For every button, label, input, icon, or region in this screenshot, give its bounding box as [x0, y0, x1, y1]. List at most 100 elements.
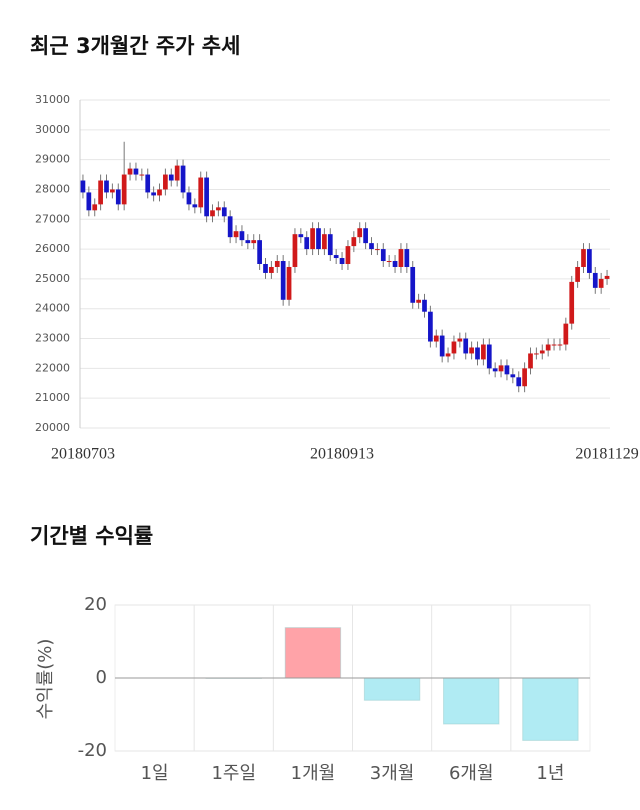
candle-body: [545, 344, 551, 351]
candle-body: [80, 180, 86, 193]
y-tick-label: 28000: [35, 182, 70, 195]
candle-body: [380, 249, 386, 262]
candle-body: [534, 353, 539, 355]
candle-body: [168, 174, 174, 181]
candle-body: [92, 204, 98, 211]
y-tick-label: 26000: [35, 242, 70, 255]
y-tick-label: 31000: [35, 93, 70, 106]
candle-body: [475, 347, 480, 360]
candle-body: [98, 180, 103, 205]
candle-body: [157, 189, 162, 196]
candle-body: [428, 311, 433, 342]
y-tick-label: 20: [84, 594, 107, 615]
candle-body: [563, 323, 569, 345]
bar: [284, 627, 342, 679]
candle-body: [481, 344, 486, 360]
y-tick-label: 24000: [35, 302, 70, 315]
x-tick-label: 20180913: [310, 446, 374, 463]
candle-body: [127, 168, 133, 175]
candle-body: [598, 278, 604, 288]
candle-body: [221, 207, 227, 217]
candle-body: [486, 344, 492, 369]
candle-body: [551, 344, 557, 346]
candle-body: [445, 353, 451, 357]
candle-body: [404, 249, 410, 267]
candle-body: [239, 231, 245, 241]
candle-body: [110, 189, 115, 193]
candle-body: [86, 192, 92, 211]
candle-body: [263, 264, 268, 273]
candle-body: [151, 192, 156, 196]
chart-title: 기간별 수익률: [30, 524, 153, 548]
candle-body: [198, 177, 204, 208]
candle-body: [433, 335, 439, 342]
candle-body: [227, 216, 233, 238]
y-axis-label: 수익률(%): [35, 639, 56, 720]
candle-body: [469, 347, 474, 354]
candle-body: [398, 249, 404, 267]
candle-body: [251, 240, 257, 244]
bar: [363, 677, 421, 701]
candle-body: [504, 365, 510, 375]
candle-body: [174, 165, 180, 181]
candle-body: [351, 237, 357, 247]
candle-body: [133, 168, 139, 175]
candle-body: [357, 228, 363, 238]
candle-body: [463, 338, 469, 354]
y-tick-label: 23000: [35, 332, 70, 345]
candle-body: [581, 249, 586, 267]
candle-body: [145, 174, 151, 193]
x-tick-label: 1일: [141, 763, 169, 784]
x-tick-label: 1개월: [291, 763, 336, 784]
candle-body: [192, 204, 198, 208]
candle-body: [392, 261, 398, 267]
x-tick-label: 20180703: [51, 446, 115, 463]
candle-body: [498, 365, 504, 372]
candle-body: [587, 249, 592, 273]
candle-body: [569, 281, 575, 324]
candle-body: [528, 353, 533, 369]
candle-body: [104, 180, 109, 193]
candle-body: [280, 261, 286, 300]
candle-body: [204, 177, 209, 217]
candle-body: [557, 344, 563, 346]
candle-body: [286, 266, 292, 300]
candle-body: [216, 207, 221, 211]
x-tick-label: 3개월: [370, 763, 415, 784]
candle-body: [439, 335, 445, 357]
y-tick-label: 25000: [35, 272, 70, 285]
candle-body: [604, 275, 610, 279]
candle-body: [292, 234, 298, 267]
candle-body: [139, 174, 145, 176]
candle-body: [310, 228, 315, 250]
candle-body: [422, 299, 427, 312]
candle-body: [274, 261, 280, 267]
y-tick-label: 29000: [35, 153, 70, 166]
candle-body: [186, 192, 192, 205]
candle-body: [245, 240, 251, 244]
y-tick-label: 21000: [35, 391, 70, 404]
y-tick-label: 20000: [35, 421, 70, 434]
candle-body: [575, 266, 580, 282]
candle-body: [298, 234, 304, 238]
candle-body: [327, 234, 333, 256]
candle-body: [516, 377, 522, 387]
candle-body: [375, 249, 380, 251]
candle-body: [592, 272, 598, 288]
x-tick-label: 1주일: [211, 763, 256, 784]
bar: [443, 677, 500, 725]
x-tick-label: 6개월: [449, 763, 494, 784]
candle-body: [369, 243, 374, 250]
candle-body: [304, 237, 310, 250]
candle-body: [115, 189, 121, 205]
candle-body: [451, 341, 457, 354]
candle-body: [339, 258, 345, 264]
candle-body: [522, 368, 527, 387]
candle-body: [416, 299, 421, 303]
candle-body: [180, 165, 186, 193]
chart-title: 최근 3개월간 주가 추세: [30, 34, 240, 58]
y-tick-label: 30000: [35, 123, 70, 136]
candle-body: [333, 255, 339, 259]
bar: [522, 677, 579, 741]
